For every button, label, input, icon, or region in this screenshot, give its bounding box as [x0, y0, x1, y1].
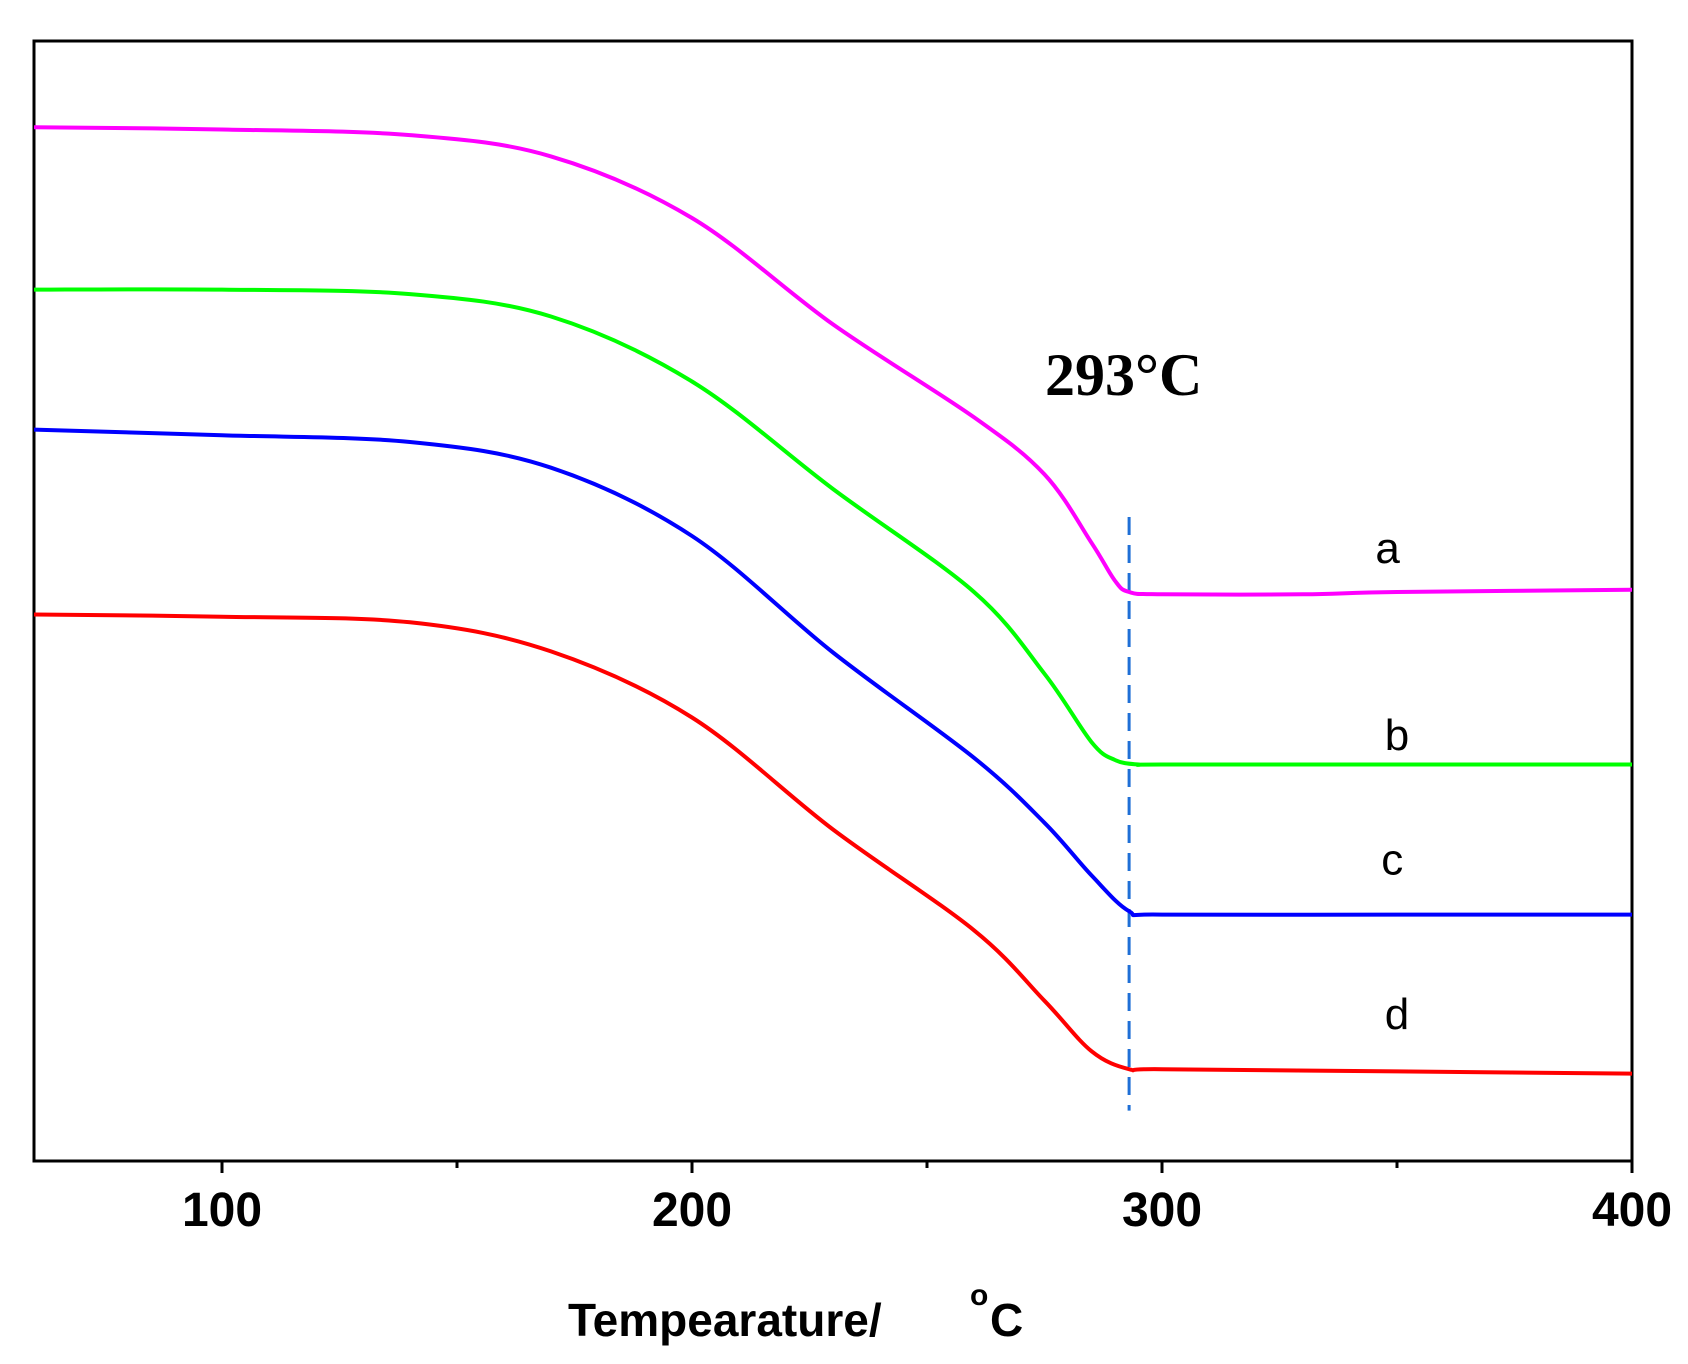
series-line-c — [33, 427, 1632, 918]
series-line-b — [33, 287, 1632, 767]
x-axis-title-unit: C — [990, 1294, 1023, 1346]
x-tick-label-100: 100 — [182, 1184, 262, 1237]
x-axis-ticks — [220, 1161, 1634, 1173]
plot-frame — [32, 39, 1634, 1163]
x-tick-label-400: 400 — [1592, 1184, 1672, 1237]
x-axis-tick-labels: 100 200 300 400 — [182, 1184, 1672, 1237]
series-line-d — [33, 612, 1633, 1076]
series-label-c: c — [1381, 835, 1403, 884]
series-lines — [33, 125, 1633, 1076]
x-tick-label-200: 200 — [652, 1184, 732, 1237]
series-labels: a b c d — [1375, 524, 1409, 1039]
series-label-b: b — [1385, 711, 1409, 760]
x-axis-title: Tempearature/ — [568, 1294, 882, 1346]
series-line-a — [33, 125, 1633, 597]
annotation-293C: 293°C — [1045, 342, 1202, 408]
series-label-d: d — [1385, 990, 1409, 1039]
series-label-a: a — [1375, 524, 1400, 573]
x-axis-title-degree: o — [970, 1279, 988, 1312]
x-tick-label-300: 300 — [1122, 1184, 1202, 1237]
